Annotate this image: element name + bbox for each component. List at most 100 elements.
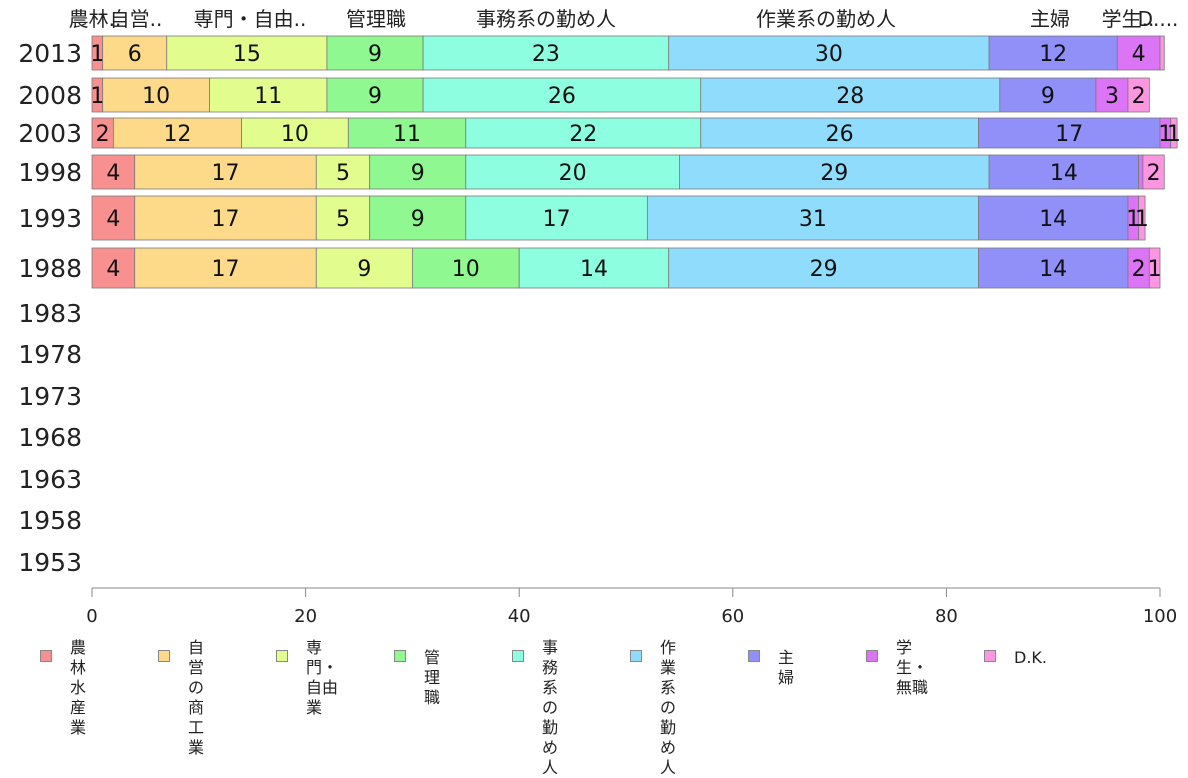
legend-label: 主婦 <box>778 648 795 687</box>
series-header: 専門・自由.. <box>194 7 307 31</box>
legend-swatch <box>748 650 760 662</box>
year-axis-labels: 2013 2008 2003 1998 1993 1988 1983 1978 1973 1968… <box>18 39 82 577</box>
data-label: 17 <box>212 257 240 282</box>
bar-segment <box>465 154 680 190</box>
bar-segment <box>700 117 979 149</box>
series-header: 事務系の勤め人 <box>476 7 616 31</box>
data-label: 2 <box>96 122 110 147</box>
data-label: 28 <box>836 84 864 109</box>
legend-label: 作業系の 勤め人 <box>660 638 677 777</box>
legend-label: 事務系の 勤め人 <box>542 638 559 777</box>
bar-segment <box>134 247 317 289</box>
bar-segment <box>1170 117 1178 149</box>
bar-segment <box>1138 154 1144 190</box>
bar-segment <box>369 195 467 241</box>
bar-segment <box>646 195 979 241</box>
data-label: 30 <box>815 42 843 67</box>
data-label: 15 <box>233 42 261 67</box>
year-label: 2013 <box>18 39 82 68</box>
data-label: 1 <box>1167 122 1181 147</box>
data-label: 17 <box>543 207 571 232</box>
bar-segment <box>679 154 990 190</box>
data-label: 9 <box>368 42 382 67</box>
bar-segment <box>1095 77 1129 113</box>
year-label: 1973 <box>18 382 82 411</box>
bar-segment <box>326 77 424 113</box>
data-label: 26 <box>826 122 854 147</box>
bar-segment <box>1148 247 1161 289</box>
data-label: 11 <box>254 84 282 109</box>
year-label: 2008 <box>18 81 82 110</box>
data-label: 10 <box>142 84 170 109</box>
bar-segment <box>700 77 1001 113</box>
x-axis: 0 20 40 60 80 100 <box>86 587 1177 627</box>
bar-segment <box>1159 35 1165 71</box>
bar-segment <box>1138 195 1146 241</box>
bar-segment <box>422 35 670 71</box>
bar-area: 1 6 15 9 23 30 12 41 10 11 9 26 28 9 3 22 12 10 11 22 26 17 11… <box>90 35 1181 289</box>
series-header: 主婦 <box>1030 7 1070 31</box>
data-label: 11 <box>393 122 421 147</box>
legend-swatch <box>866 650 878 662</box>
data-label: 5 <box>336 207 350 232</box>
data-label: 12 <box>1039 42 1067 67</box>
bar-segment <box>518 247 670 289</box>
data-label: 4 <box>106 207 120 232</box>
legend-label: 自営の 商工業 <box>188 638 205 757</box>
legend-swatch <box>40 650 52 662</box>
data-label: 2 <box>1147 161 1161 186</box>
legend-swatch <box>984 650 996 662</box>
data-label: 1 <box>1126 207 1140 232</box>
data-label: 2 <box>1132 257 1146 282</box>
bar-segment <box>1142 154 1165 190</box>
year-label: 1953 <box>18 548 82 577</box>
year-label: 1958 <box>18 506 82 535</box>
year-label: 1988 <box>18 254 82 283</box>
year-label: 1968 <box>18 423 82 452</box>
bar-segment <box>668 35 990 71</box>
series-header-labels: 農林..自営.. 専門・自由.. 管理職 事務系の勤め人 作業系の勤め人 主婦 学生..D.… <box>69 7 1179 31</box>
series-header: D.... <box>1138 7 1179 31</box>
data-label: 14 <box>1039 207 1067 232</box>
legend-swatch <box>158 650 170 662</box>
data-label: 29 <box>810 257 838 282</box>
bar-segment <box>91 247 136 289</box>
legend-swatch <box>276 650 288 662</box>
data-label: 3 <box>1105 84 1119 109</box>
bar-segment <box>668 247 979 289</box>
series-header: 管理職 <box>346 7 406 31</box>
bar-segment <box>241 117 349 149</box>
data-label: 12 <box>163 122 191 147</box>
data-label: 1 <box>90 84 104 109</box>
bar-segment <box>134 195 317 241</box>
year-label: 2003 <box>18 119 82 148</box>
data-label: 17 <box>1055 122 1083 147</box>
data-label: 4 <box>106 257 120 282</box>
bar-segment <box>988 35 1118 71</box>
x-tick-label: 40 <box>508 606 531 627</box>
data-label: 1 <box>1158 122 1172 147</box>
x-tick-label: 0 <box>86 606 97 627</box>
bar-segment <box>978 195 1129 241</box>
year-label: 1963 <box>18 465 82 494</box>
year-label: 1983 <box>18 299 82 328</box>
bar-segment <box>166 35 328 71</box>
data-label: 9 <box>411 161 425 186</box>
x-tick-label: 20 <box>294 606 317 627</box>
legend-label: 専門・ 自由業 <box>306 638 339 717</box>
data-label: 29 <box>820 161 848 186</box>
data-label: 1 <box>1135 207 1149 232</box>
legend-label: 学生・ 無職 <box>896 638 929 697</box>
data-label: 4 <box>106 161 120 186</box>
bar-segment <box>134 154 317 190</box>
bar-segment <box>411 247 520 289</box>
data-label: 6 <box>128 42 142 67</box>
series-header: 農林.. <box>69 7 122 31</box>
data-label: 10 <box>452 257 480 282</box>
bar-segment <box>326 35 424 71</box>
bar-segment <box>347 117 467 149</box>
bar-segment <box>91 195 136 241</box>
data-label: 17 <box>212 207 240 232</box>
x-tick-label: 80 <box>935 606 958 627</box>
legend-swatch <box>512 650 524 662</box>
